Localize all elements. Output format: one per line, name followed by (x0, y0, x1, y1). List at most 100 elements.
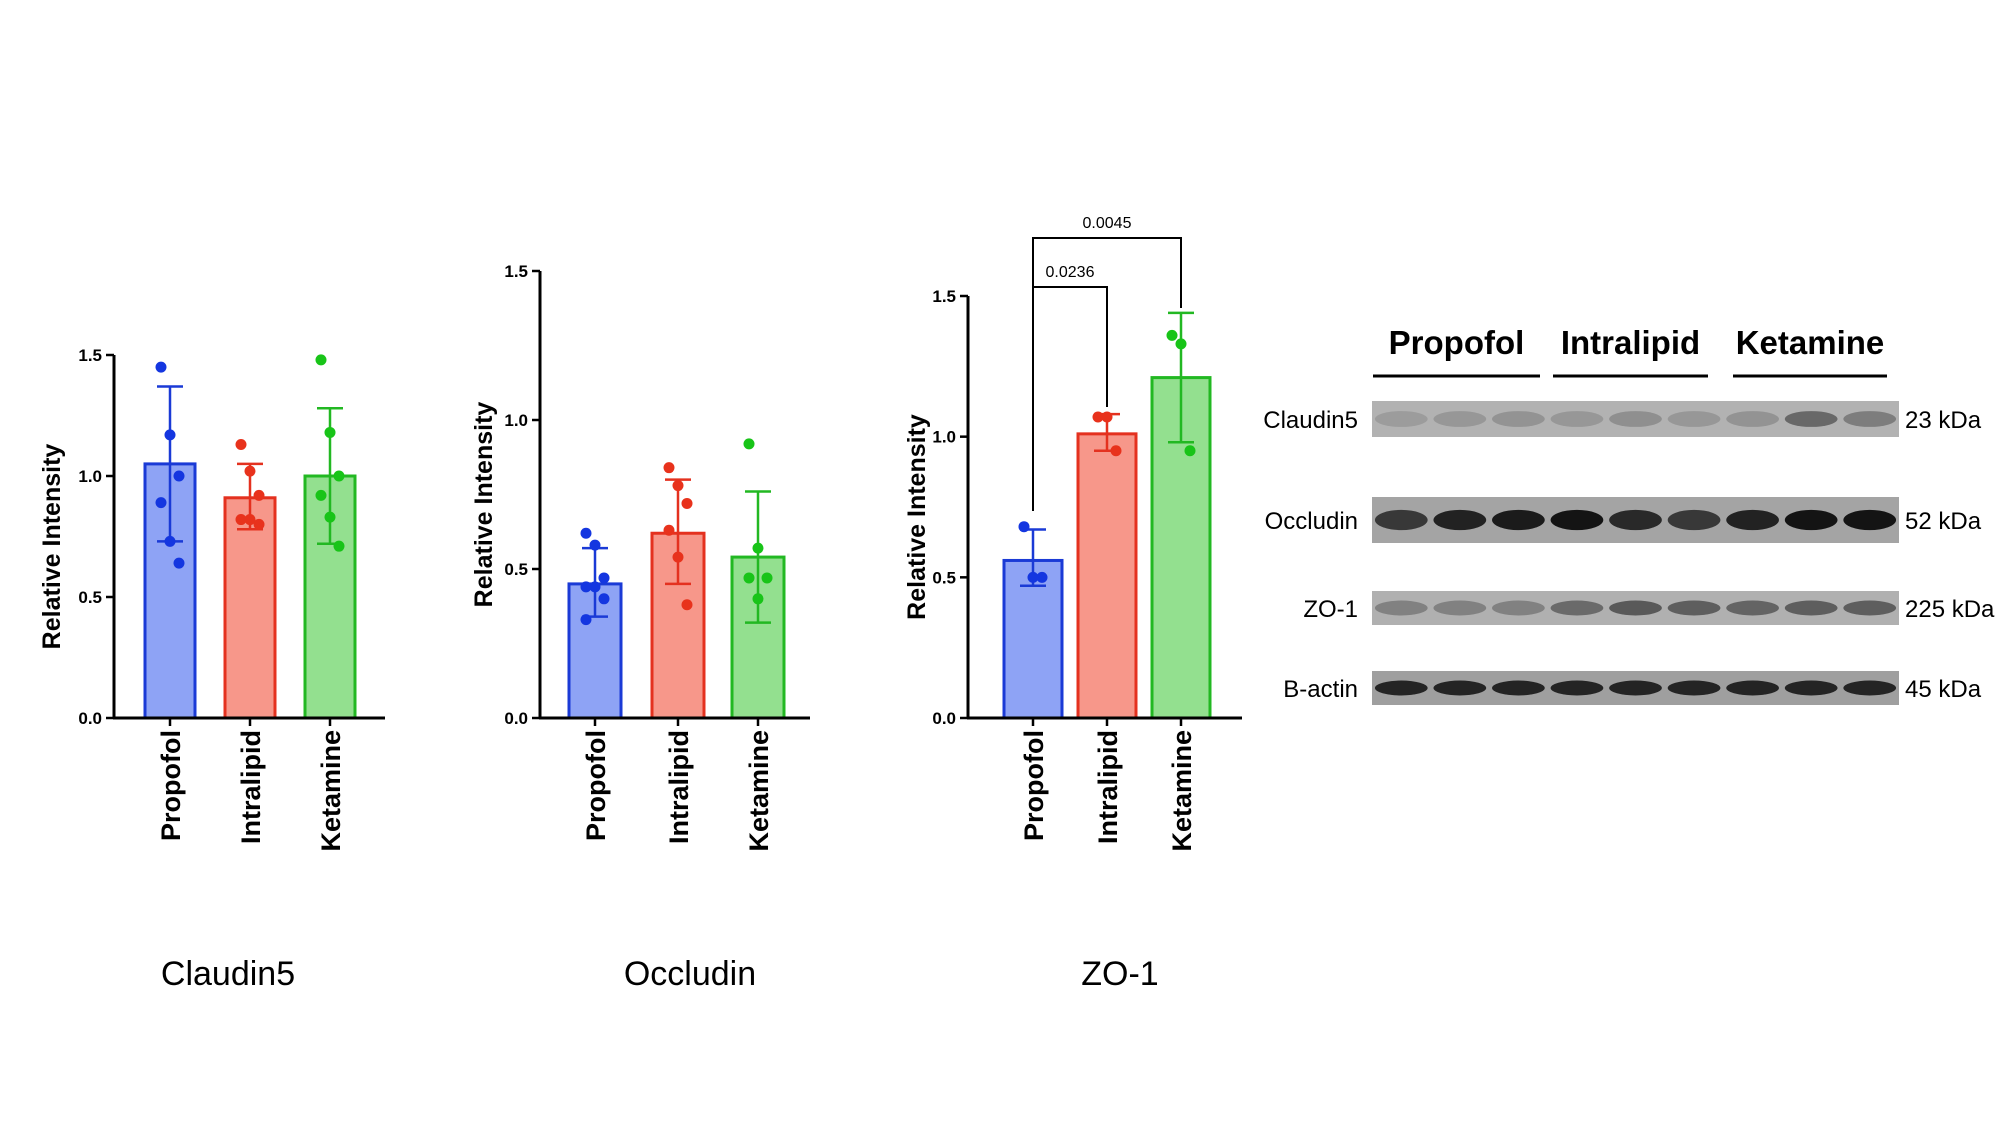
data-point-intralipid (681, 599, 693, 611)
blot-group-label-propofol: Propofol (1389, 324, 1525, 361)
y-tick-label: 1.5 (78, 346, 102, 365)
blot-row-label-occludin: Occludin (1265, 508, 1358, 535)
data-point-intralipid (253, 518, 265, 530)
blot-band (1550, 411, 1604, 427)
blot-band (1550, 680, 1604, 696)
data-point-intralipid (672, 551, 684, 563)
data-point-propofol (580, 581, 592, 593)
data-point-ketamine (315, 354, 327, 366)
x-tick-label-intralipid: Intralipid (664, 730, 694, 844)
blot-band (1492, 680, 1545, 696)
x-tick-label-ketamine: Ketamine (316, 730, 346, 852)
data-point-ketamine (743, 572, 755, 584)
y-tick-label: 1.5 (504, 262, 528, 281)
blot-band (1374, 680, 1428, 696)
data-point-ketamine (324, 426, 336, 438)
data-point-propofol (1018, 521, 1030, 533)
blot-band (1726, 411, 1779, 427)
data-point-ketamine (1175, 338, 1187, 350)
y-tick-label: 1.0 (78, 467, 102, 486)
chart-panel-0: 0.0 0.5 1.0 1.5 Propofol Intralipid Ketamine Re… (38, 346, 385, 852)
data-point-propofol (155, 497, 167, 509)
blot-band (1433, 680, 1487, 696)
blot-band (1667, 509, 1721, 531)
data-point-propofol (164, 429, 176, 441)
data-point-ketamine (324, 511, 336, 523)
y-tick-label: 0.0 (78, 709, 102, 728)
data-point-intralipid (235, 439, 247, 451)
blot-size-label: 45 kDa (1905, 676, 1982, 703)
blot-band (1667, 411, 1721, 427)
data-point-propofol (580, 527, 592, 539)
blot-band (1550, 600, 1604, 616)
y-tick-label: 0.0 (932, 709, 956, 728)
blot-band (1492, 509, 1545, 531)
blot-band (1726, 600, 1779, 616)
data-point-propofol (164, 535, 176, 547)
data-point-intralipid (681, 497, 693, 509)
blot-band (1374, 509, 1428, 531)
western-blot: Propofol Intralipid Ketamine Claudin5 23 kDa… (1263, 324, 1995, 705)
blot-band (1492, 411, 1545, 427)
blot-band (1433, 600, 1487, 616)
data-point-intralipid (1092, 411, 1104, 423)
y-axis-label: Relative Intensity (903, 414, 931, 620)
data-point-intralipid (235, 514, 247, 526)
data-point-propofol (155, 361, 167, 373)
bar-intralipid (1076, 432, 1138, 720)
data-point-ketamine (333, 470, 345, 482)
blot-band (1492, 600, 1545, 616)
data-point-propofol (173, 470, 185, 482)
data-point-ketamine (752, 593, 764, 605)
blot-band (1609, 600, 1662, 616)
data-point-propofol (1027, 571, 1039, 583)
y-tick-label: 1.0 (504, 411, 528, 430)
blot-band (1433, 411, 1487, 427)
data-point-intralipid (663, 462, 675, 474)
x-tick-label-intralipid: Intralipid (236, 730, 266, 844)
blot-band (1667, 600, 1721, 616)
data-point-propofol (589, 539, 601, 551)
caption-zo1: ZO-1 (1081, 955, 1159, 993)
data-point-ketamine (1166, 329, 1178, 341)
blot-size-label: 52 kDa (1905, 508, 1982, 535)
y-tick-label: 1.0 (932, 428, 956, 447)
data-point-ketamine (333, 540, 345, 552)
data-point-propofol (173, 557, 185, 569)
blot-row-label-b-actin: B-actin (1283, 676, 1358, 703)
x-tick-label-propofol: Propofol (156, 730, 186, 841)
blot-band (1784, 680, 1838, 696)
blot-band (1609, 411, 1662, 427)
blot-group-label-intralipid: Intralipid (1561, 324, 1700, 361)
blot-row-label-zo-1: ZO-1 (1303, 596, 1358, 623)
significance-bracket (1032, 237, 1182, 511)
significance-label: 0.0045 (1083, 215, 1132, 232)
caption-occludin: Occludin (623, 955, 757, 993)
y-axis-label: Relative Intensity (38, 444, 66, 650)
data-point-intralipid (663, 524, 675, 536)
caption-claudin5: Claudin5 (160, 955, 296, 993)
y-tick-label: 0.5 (78, 588, 102, 607)
blot-band (1784, 509, 1838, 531)
chart-panel-2: 0.0 0.5 1.0 1.5 Propofol Intralipid Ketamine Re… (903, 215, 1242, 852)
significance-label: 0.0236 (1046, 264, 1095, 281)
data-point-propofol (598, 593, 610, 605)
data-point-propofol (589, 581, 601, 593)
blot-band (1784, 600, 1838, 616)
blot-band (1726, 680, 1779, 696)
x-tick-label-ketamine: Ketamine (744, 730, 774, 852)
y-axis-label: Relative Intensity (470, 402, 498, 608)
y-tick-label: 0.0 (504, 709, 528, 728)
blot-band (1843, 680, 1897, 696)
data-point-ketamine (315, 489, 327, 501)
bar-intralipid (223, 496, 277, 720)
blot-band (1726, 509, 1779, 531)
data-point-ketamine (752, 542, 764, 554)
blot-band (1843, 411, 1897, 427)
data-point-propofol (580, 614, 592, 626)
blot-row-label-claudin5: Claudin5 (1263, 407, 1358, 434)
y-tick-label: 1.5 (932, 287, 956, 306)
blot-band (1550, 509, 1604, 531)
blot-band (1843, 509, 1897, 531)
